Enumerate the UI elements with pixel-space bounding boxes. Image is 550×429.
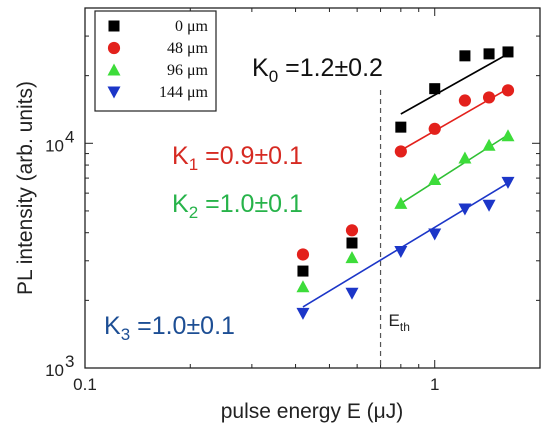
data-point: [502, 46, 514, 58]
threshold-label: Eth: [389, 311, 410, 334]
data-point: [501, 84, 515, 97]
k-annotation-base: K: [172, 142, 189, 170]
data-point: [428, 122, 441, 135]
data-point: [483, 48, 495, 60]
k-annotation-base: K: [172, 190, 189, 218]
data-point: [429, 83, 441, 95]
data-point: [297, 265, 309, 277]
y-tick-label: 10: [45, 136, 64, 155]
x-tick-label: 0.1: [73, 375, 97, 394]
data-point: [459, 50, 471, 62]
k-annotation-base: K: [104, 312, 121, 340]
k-annotation-value: =1.0±0.1: [130, 312, 235, 340]
legend-label: 144 μm: [159, 84, 209, 101]
threshold-label-base: E: [389, 311, 400, 330]
x-tick-label: 1: [430, 375, 439, 394]
data-point: [394, 145, 407, 158]
data-points: [296, 46, 515, 320]
k-annotation-base: K: [252, 54, 269, 82]
k-annotation-value: =1.0±0.1: [198, 190, 303, 218]
x-axis-title: pulse energy E (μJ): [221, 400, 404, 423]
y-axis-title: PL intensity (arb. units): [14, 81, 37, 295]
legend-label: 96 μm: [167, 62, 209, 79]
k-annotation-sub: 1: [189, 155, 198, 174]
k-annotation: K0 =1.2±0.2: [252, 54, 383, 86]
data-point: [458, 151, 472, 164]
k-annotations: K0 =1.2±0.2K1 =0.9±0.1K2 =1.0±0.1K3 =1.0…: [104, 54, 383, 344]
data-point: [296, 307, 310, 320]
y-tick-label: 10: [45, 361, 64, 380]
data-point: [346, 237, 358, 249]
legend-marker: [107, 86, 121, 99]
data-point: [458, 203, 472, 216]
data-point: [395, 121, 407, 133]
data-point: [482, 138, 496, 151]
k-annotation-sub: 0: [269, 67, 278, 86]
y-tick-label-base: 10: [45, 361, 64, 380]
data-point: [394, 196, 408, 209]
legend: 0 μm 48 μm 96 μm 144 μm: [94, 10, 217, 112]
k-annotation: K2 =1.0±0.1: [172, 190, 303, 222]
k-annotation: K3 =1.0±0.1: [104, 312, 235, 344]
data-point: [482, 199, 496, 212]
y-tick-label-exp: 4: [65, 127, 74, 146]
data-point: [296, 248, 310, 261]
legend-label: 48 μm: [167, 40, 209, 57]
legend-marker: [108, 20, 120, 32]
data-point: [296, 280, 310, 293]
data-point: [482, 91, 496, 104]
legend-marker: [107, 63, 121, 76]
threshold-label-sub: th: [400, 320, 410, 334]
k-annotation-value: =1.2±0.2: [278, 54, 383, 82]
data-point: [394, 245, 408, 258]
data-point: [501, 176, 515, 189]
plot-frame: [84, 7, 541, 369]
fit-line: [400, 53, 509, 115]
legend-marker: [107, 41, 121, 55]
data-point: [345, 224, 359, 237]
data-point: [345, 287, 359, 300]
data-point: [458, 94, 472, 107]
k-annotation-value: =0.9±0.1: [198, 142, 303, 170]
data-point: [345, 251, 359, 264]
legend-label: 0 μm: [175, 18, 209, 35]
data-point: [428, 228, 442, 241]
y-tick-label-exp: 3: [65, 352, 74, 371]
y-tick-label-base: 10: [45, 136, 64, 155]
data-point: [428, 173, 442, 186]
k-annotation-sub: 2: [189, 203, 198, 222]
fit-lines: [302, 53, 509, 308]
data-point: [501, 129, 515, 142]
fit-line: [302, 182, 509, 308]
k-annotation-sub: 3: [121, 325, 130, 344]
k-annotation: K1 =0.9±0.1: [172, 142, 303, 174]
